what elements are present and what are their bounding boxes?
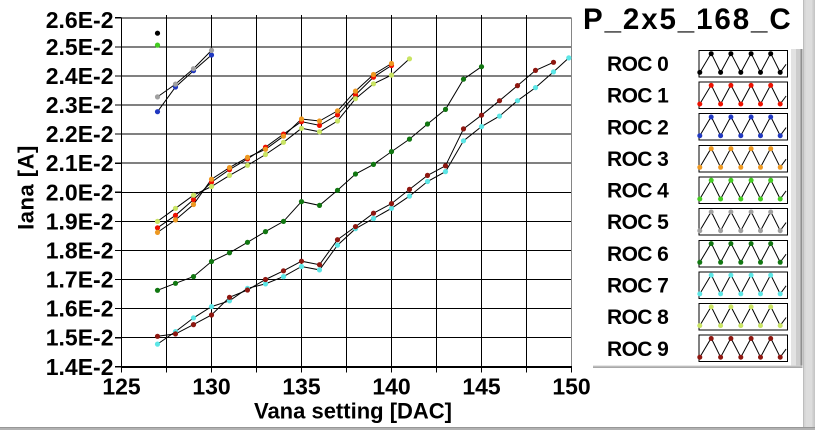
svg-text:145: 145 [462,374,501,400]
svg-text:125: 125 [102,374,141,400]
svg-text:Iana [A]: Iana [A] [14,145,39,230]
svg-text:2.2E-2: 2.2E-2 [46,121,114,147]
svg-text:140: 140 [372,374,410,400]
svg-text:150: 150 [552,374,590,400]
svg-text:2.3E-2: 2.3E-2 [46,92,114,118]
svg-text:ROC 4: ROC 4 [607,180,669,203]
svg-text:2.4E-2: 2.4E-2 [46,63,114,89]
svg-text:1.7E-2: 1.7E-2 [46,267,114,293]
svg-text:ROC 3: ROC 3 [607,148,668,171]
svg-text:ROC 2: ROC 2 [607,116,668,139]
svg-text:2.1E-2: 2.1E-2 [46,150,114,176]
svg-text:Vana setting [DAC]: Vana setting [DAC] [254,399,452,424]
svg-text:2.5E-2: 2.5E-2 [46,34,114,60]
svg-text:P_2x5_168_C: P_2x5_168_C [583,3,793,36]
svg-text:ROC 5: ROC 5 [607,211,669,234]
svg-text:ROC 1: ROC 1 [607,85,669,108]
svg-text:130: 130 [192,374,230,400]
svg-text:1.8E-2: 1.8E-2 [46,238,114,264]
svg-text:ROC 7: ROC 7 [607,275,668,298]
svg-text:1.5E-2: 1.5E-2 [46,325,114,351]
svg-text:2.0E-2: 2.0E-2 [46,179,114,205]
svg-text:ROC 8: ROC 8 [607,306,669,329]
svg-text:1.9E-2: 1.9E-2 [46,208,114,234]
svg-text:ROC 6: ROC 6 [607,243,668,266]
svg-text:2.6E-2: 2.6E-2 [46,7,114,33]
svg-text:ROC 9: ROC 9 [607,338,668,361]
svg-text:135: 135 [282,374,321,400]
svg-text:1.6E-2: 1.6E-2 [46,296,114,322]
svg-text:ROC 0: ROC 0 [607,53,668,76]
